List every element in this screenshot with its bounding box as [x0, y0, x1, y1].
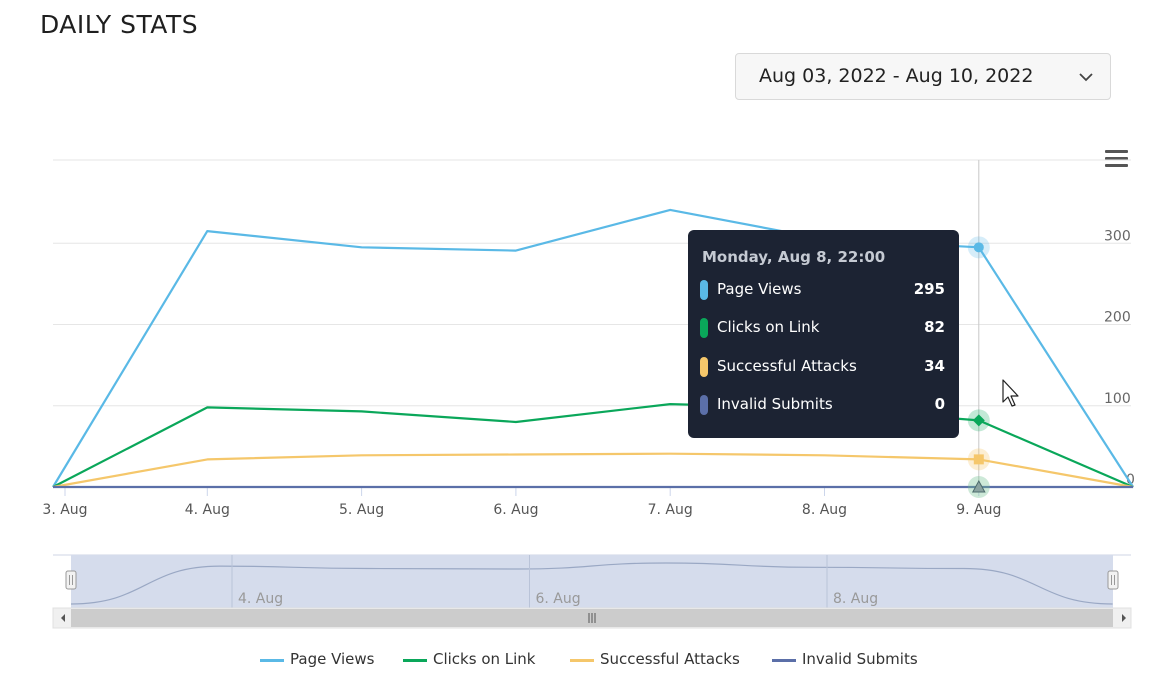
scroll-left-arrow-icon[interactable]	[61, 614, 65, 622]
chevron-down-icon	[1079, 73, 1093, 82]
tooltip-row-successful-attacks: Successful Attacks 34	[700, 355, 945, 379]
tooltip-header: Monday, Aug 8, 22:00	[702, 248, 886, 266]
y-tick-label: 200	[1104, 310, 1131, 326]
x-tick-label: 6. Aug	[493, 502, 538, 518]
tooltip-label: Page Views	[717, 280, 802, 298]
tooltip-label: Successful Attacks	[717, 357, 857, 375]
legend-label: Clicks on Link	[433, 650, 536, 668]
tooltip-swatch	[700, 395, 708, 415]
tooltip-label: Clicks on Link	[717, 318, 820, 336]
tooltip-swatch	[700, 318, 708, 338]
data-point-invalid-submits[interactable]	[971, 479, 986, 493]
page-title: DAILY STATS	[40, 10, 199, 39]
date-range-label: Aug 03, 2022 - Aug 10, 2022	[759, 65, 1034, 87]
x-tick-label: 9. Aug	[956, 502, 1001, 518]
mouse-pointer-icon	[1002, 379, 1019, 407]
navigator-tick-label: 8. Aug	[833, 591, 878, 607]
legend-label: Successful Attacks	[600, 650, 740, 668]
tooltip-swatch	[700, 280, 708, 300]
data-point-clicks-on-link[interactable]	[972, 414, 985, 427]
navigator-right-handle[interactable]	[1107, 570, 1119, 590]
x-tick-label: 3. Aug	[42, 502, 87, 518]
series-line-successful-attacks[interactable]	[52, 452, 1134, 489]
navigator-left-handle[interactable]	[65, 570, 77, 590]
x-tick-label: 7. Aug	[648, 502, 693, 518]
legend-label: Invalid Submits	[802, 650, 918, 668]
tooltip-swatch	[700, 357, 708, 377]
navigator-tick-label: 6. Aug	[536, 591, 581, 607]
tooltip-row-page-views: Page Views 295	[700, 278, 945, 302]
legend-label: Page Views	[290, 650, 375, 668]
tooltip-value: 34	[924, 357, 945, 375]
tooltip-row-clicks-on-link: Clicks on Link 82	[700, 316, 945, 340]
tooltip-label: Invalid Submits	[717, 395, 833, 413]
navigator-tick-label: 4. Aug	[238, 591, 283, 607]
tooltip-value: 0	[934, 395, 945, 413]
chart-legend: Page Views Clicks on Link Successful Att…	[0, 648, 1175, 672]
tooltip-value: 295	[913, 280, 945, 298]
chart-tooltip: Monday, Aug 8, 22:00 Page Views 295 Clic…	[688, 230, 959, 438]
tooltip-row-invalid-submits: Invalid Submits 0	[700, 393, 945, 417]
y-tick-label: 300	[1104, 228, 1131, 244]
tooltip-value: 82	[924, 318, 945, 336]
data-point-page-views[interactable]	[973, 242, 984, 253]
scroll-right-arrow-icon[interactable]	[1122, 614, 1126, 622]
date-range-picker[interactable]: Aug 03, 2022 - Aug 10, 2022	[735, 53, 1111, 100]
y-tick-label: 100	[1104, 391, 1131, 407]
navigator-selected-range[interactable]	[71, 555, 1113, 608]
data-point-successful-attacks[interactable]	[973, 454, 984, 465]
legend-line	[772, 659, 796, 662]
y-tick-label: 0	[1126, 472, 1135, 488]
x-tick-label: 8. Aug	[802, 502, 847, 518]
x-tick-label: 4. Aug	[185, 502, 230, 518]
navigator-series-line	[70, 562, 1113, 605]
x-tick-label: 5. Aug	[339, 502, 384, 518]
chart-export-menu-button[interactable]	[1103, 148, 1131, 170]
legend-line	[260, 659, 284, 662]
legend-line	[403, 659, 427, 662]
legend-line	[570, 659, 594, 662]
